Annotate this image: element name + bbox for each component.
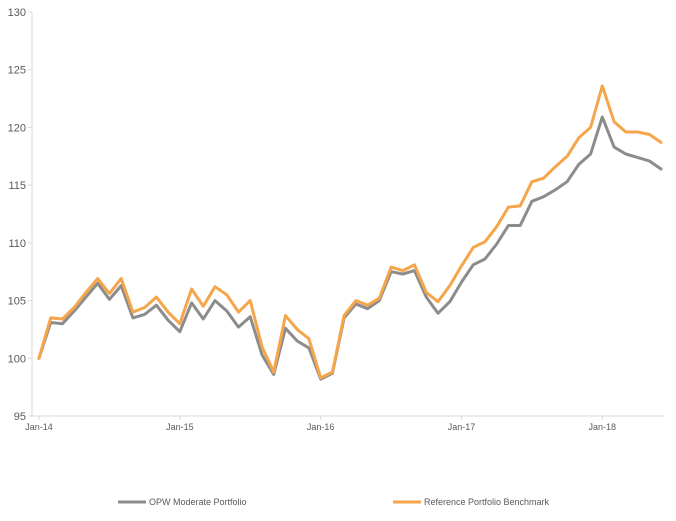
x-axis: Jan-14 Jan-15 Jan-16 Jan-17 Jan-18: [25, 415, 664, 432]
y-tick-label: 110: [8, 238, 26, 250]
x-tick-label: Jan-16: [307, 422, 335, 432]
series-lines: [37, 84, 663, 381]
x-tick-label: Jan-15: [166, 422, 194, 432]
y-tick-label: 115: [8, 180, 26, 192]
legend: OPW Moderate Portfolio Reference Portfoli…: [118, 497, 550, 507]
y-tick-label: 125: [8, 65, 26, 77]
legend-item-reference-portfolio-benchmark: Reference Portfolio Benchmark: [424, 497, 550, 507]
x-tick-label: Jan-18: [589, 422, 617, 432]
y-tick-label: 105: [8, 296, 26, 308]
y-tick-label: 120: [8, 122, 26, 134]
series-line-opw-moderate-portfolio: [37, 115, 663, 381]
y-tick-label: 130: [8, 7, 26, 19]
series-line-reference-portfolio-benchmark: [37, 84, 663, 380]
y-tick-label: 95: [14, 411, 26, 423]
y-axis: 95 100 105 110 115 120 125 130: [8, 7, 33, 423]
legend-item-opw-moderate-portfolio: OPW Moderate Portfolio: [149, 497, 247, 507]
x-tick-label: Jan-14: [25, 422, 53, 432]
y-tick-label: 100: [8, 353, 26, 365]
x-tick-label: Jan-17: [448, 422, 476, 432]
